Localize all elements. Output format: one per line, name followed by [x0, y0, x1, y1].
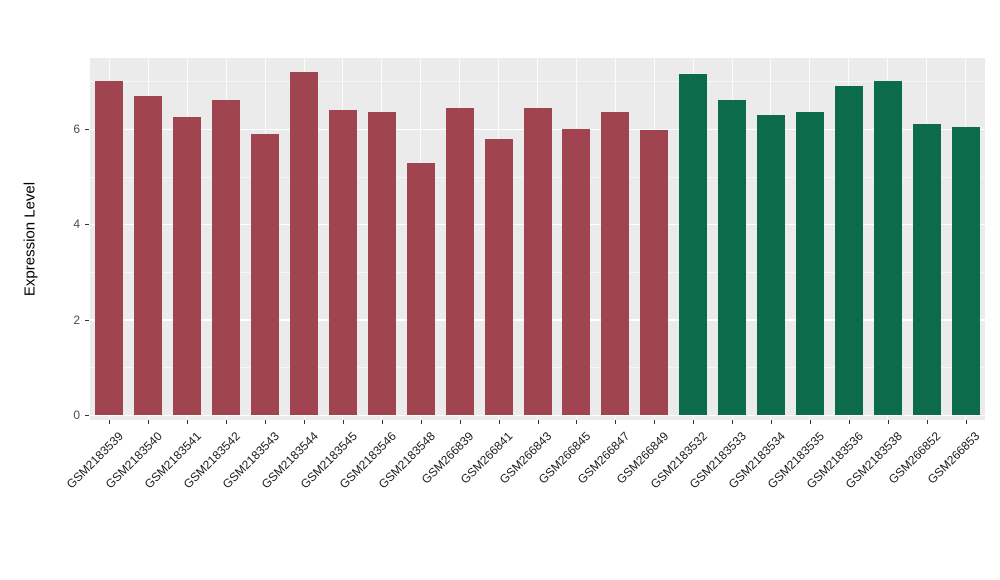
bar	[640, 130, 669, 415]
bar	[173, 117, 202, 415]
x-tick-mark	[265, 420, 267, 424]
x-tick-mark	[809, 420, 811, 424]
bar	[95, 81, 124, 415]
x-tick-mark	[304, 420, 306, 424]
y-axis-label: Expression Level	[21, 181, 39, 297]
bar	[562, 129, 591, 415]
bar	[328, 109, 357, 415]
bar	[873, 81, 902, 415]
bar	[523, 107, 552, 415]
y-tick-label: 4	[73, 217, 80, 232]
x-tick-mark	[109, 420, 111, 424]
bar	[756, 114, 785, 415]
x-tick-mark	[965, 420, 967, 424]
x-tick-mark	[381, 420, 383, 424]
x-tick-mark	[848, 420, 850, 424]
x-tick-mark	[420, 420, 422, 424]
x-tick-mark	[342, 420, 344, 424]
x-tick-mark	[887, 420, 889, 424]
bar	[601, 112, 630, 415]
x-tick-mark	[926, 420, 928, 424]
plot-panel	[90, 58, 985, 420]
x-tick-mark	[693, 420, 695, 424]
bar	[718, 100, 747, 415]
x-tick-mark	[498, 420, 500, 424]
bar	[445, 107, 474, 415]
bar	[212, 100, 241, 415]
bar	[367, 112, 396, 415]
bar	[484, 138, 513, 415]
bar	[251, 133, 280, 415]
x-tick-mark	[148, 420, 150, 424]
y-tick-mark	[85, 129, 89, 130]
x-tick-mark	[537, 420, 539, 424]
bar	[134, 95, 163, 415]
y-tick-label: 2	[73, 312, 80, 327]
bar	[795, 112, 824, 415]
x-tick-mark	[615, 420, 617, 424]
bar	[834, 86, 863, 415]
bar	[290, 71, 319, 415]
bar	[912, 124, 941, 415]
bar	[951, 126, 980, 415]
y-tick-mark	[85, 319, 89, 321]
x-tick-mark	[576, 420, 578, 424]
y-tick-label: 6	[73, 122, 80, 136]
x-tick-mark	[459, 420, 461, 424]
y-tick-mark	[85, 415, 89, 416]
x-tick-mark	[654, 420, 656, 424]
bar	[406, 163, 435, 415]
x-tick-mark	[187, 420, 189, 424]
x-tick-mark	[226, 420, 228, 424]
bar	[679, 74, 708, 415]
y-tick-label: 0	[73, 408, 80, 422]
x-tick-mark	[732, 420, 734, 424]
y-tick-mark	[85, 224, 89, 226]
x-tick-mark	[770, 420, 772, 424]
